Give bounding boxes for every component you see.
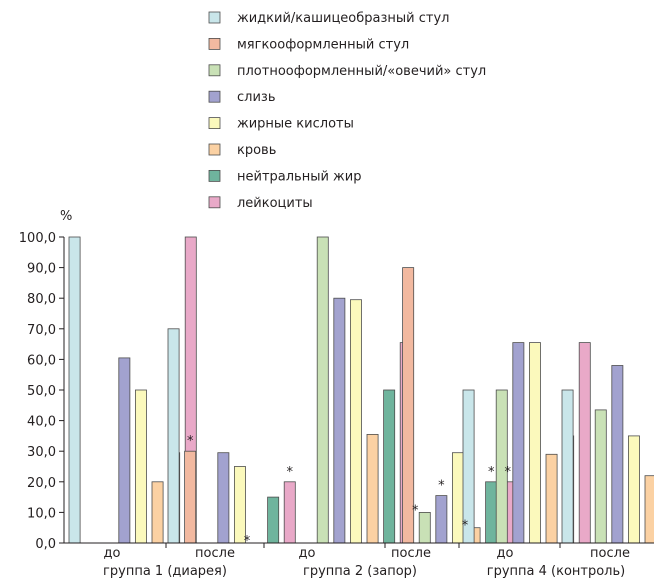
bar — [366, 433, 379, 544]
legend-label: лейкоциты — [237, 196, 313, 211]
x-axis: до после до после до после группа 1 (диарея) гр… — [64, 542, 654, 579]
y-tick-label: 70,0 — [27, 323, 56, 338]
x-tick-label: до — [299, 546, 316, 561]
legend-swatch — [208, 64, 221, 77]
bar — [512, 342, 525, 544]
legend-label: кровь — [237, 143, 276, 158]
bar — [611, 365, 624, 544]
bar — [233, 466, 246, 544]
x-tick-label: после — [590, 546, 630, 561]
bar — [333, 297, 346, 544]
bar — [134, 389, 147, 544]
y-tick-label: 100,0 — [19, 231, 56, 246]
y-tick-label: 0,0 — [35, 537, 56, 552]
bar — [578, 342, 591, 544]
legend-swatch — [208, 143, 221, 156]
bar — [545, 453, 558, 544]
y-tick-label: 50,0 — [27, 384, 56, 399]
y-axis: 0,0 10,0 20,0 30,0 40,0 50,0 60,0 70,0 80,0 90,0 1… — [19, 231, 65, 552]
bar — [151, 481, 164, 544]
bar — [529, 342, 541, 544]
bar — [283, 481, 296, 544]
bar — [644, 475, 654, 544]
y-tick-label: 30,0 — [27, 445, 56, 460]
legend-label: плотнооформленный/«овечий» стул — [237, 64, 486, 79]
legend-swatch — [208, 196, 221, 209]
y-tick-label: 20,0 — [27, 476, 56, 491]
x-tick-label: после — [195, 546, 235, 561]
bar — [267, 496, 280, 544]
bars — [68, 236, 654, 544]
x-tick-label: после — [391, 546, 431, 561]
legend-label: жирные кислоты — [237, 117, 354, 132]
legend-swatch — [208, 11, 221, 24]
bar — [628, 435, 640, 544]
bar — [217, 452, 230, 544]
significance-asterisk: * — [488, 465, 495, 480]
bar — [349, 299, 362, 544]
legend: жидкий/кашицеобразный стул мягкооформленн… — [208, 11, 486, 211]
significance-marks: * * * * * * * * — [187, 434, 512, 549]
y-tick-label: 60,0 — [27, 353, 56, 368]
significance-asterisk: * — [462, 519, 469, 534]
legend-label: жидкий/кашицеобразный стул — [237, 11, 449, 26]
group-label: группа 2 (запор) — [303, 564, 417, 579]
legend-label: слизь — [237, 90, 275, 105]
bar — [316, 236, 329, 544]
bar — [594, 409, 607, 544]
significance-asterisk: * — [412, 503, 419, 518]
legend-label: мягкооформленный стул — [237, 37, 409, 52]
bar — [167, 328, 180, 544]
legend-swatch — [208, 90, 221, 103]
y-axis-unit-label: % — [60, 209, 72, 224]
legend-swatch — [208, 38, 221, 50]
bar — [118, 357, 131, 544]
legend-swatch — [208, 169, 221, 182]
bar — [383, 389, 396, 544]
significance-asterisk: * — [187, 434, 194, 449]
significance-asterisk: * — [287, 465, 294, 480]
legend-swatch — [208, 117, 221, 129]
significance-asterisk: * — [505, 465, 512, 480]
significance-asterisk: * — [244, 534, 251, 549]
y-tick-label: 40,0 — [27, 415, 56, 430]
group-label: группа 4 (контроль) — [487, 564, 625, 579]
y-tick-label: 90,0 — [27, 262, 56, 277]
bar — [418, 512, 431, 544]
x-tick-label: до — [104, 546, 121, 561]
x-tick-label: до — [497, 546, 514, 561]
bar — [68, 236, 81, 544]
y-tick-label: 10,0 — [27, 506, 56, 521]
bar — [561, 389, 574, 544]
group-label: группа 1 (диарея) — [103, 564, 227, 579]
bar — [184, 450, 197, 544]
y-tick-label: 80,0 — [27, 292, 56, 307]
bar — [485, 481, 498, 544]
significance-asterisk: * — [438, 479, 445, 494]
legend-label: нейтральный жир — [237, 169, 361, 184]
bar — [435, 495, 448, 544]
bar — [402, 267, 415, 544]
